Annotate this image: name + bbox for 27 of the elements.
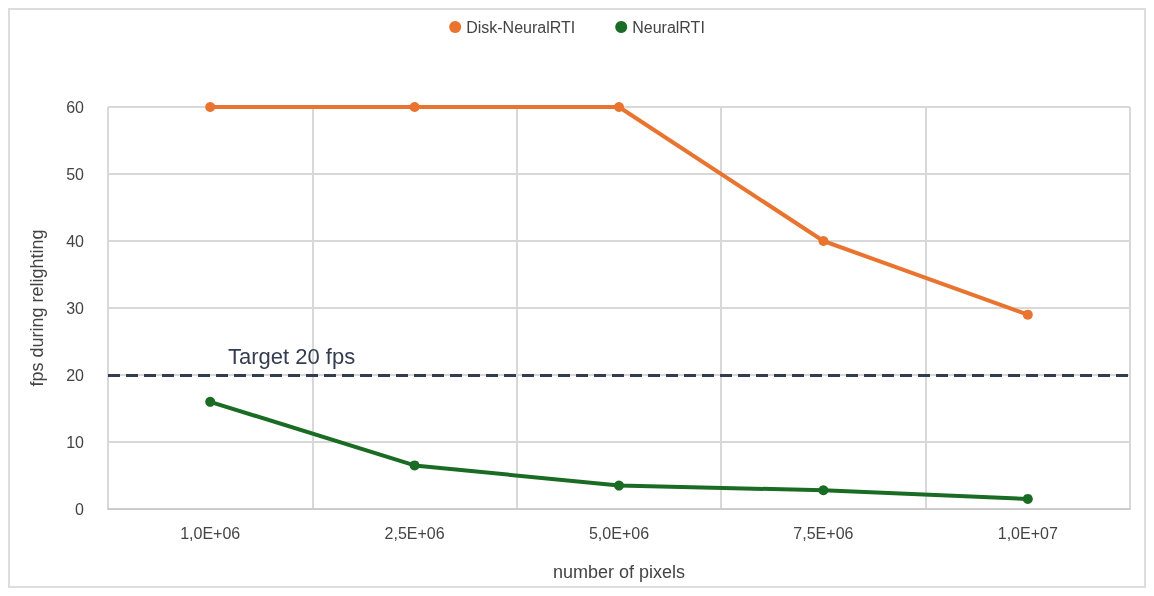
ref-line-label: Target 20 fps xyxy=(228,343,356,369)
x-axis-title: number of pixels xyxy=(552,562,686,582)
point xyxy=(1022,309,1033,320)
point xyxy=(818,236,829,246)
point xyxy=(409,102,420,112)
x-tick-label: 2,5E+06 xyxy=(384,524,445,542)
y-tick-label: 20 xyxy=(66,366,85,384)
point xyxy=(205,102,216,112)
y-tick-label: 60 xyxy=(66,98,85,116)
point xyxy=(614,480,624,491)
point xyxy=(205,396,216,407)
y-tick-label: 50 xyxy=(66,165,85,183)
point xyxy=(818,485,829,496)
x-tick-label: 1,0E+07 xyxy=(997,524,1058,542)
x-tick-label: 5,0E+06 xyxy=(588,524,650,542)
y-tick-label: 0 xyxy=(75,500,85,518)
legend-label: Disk-NeuralRTI xyxy=(466,18,576,36)
y-axis-title: fps during relighting xyxy=(27,229,47,387)
point xyxy=(614,102,624,112)
y-tick-label: 10 xyxy=(66,433,85,451)
legend-label: NeuralRTI xyxy=(632,18,705,36)
x-tick-label: 7,5E+06 xyxy=(793,524,854,542)
y-tick-label: 40 xyxy=(66,232,85,250)
point xyxy=(1022,493,1033,504)
y-tick-label: 30 xyxy=(66,299,85,317)
x-tick-label: 1,0E+06 xyxy=(180,524,241,542)
point xyxy=(409,460,420,471)
